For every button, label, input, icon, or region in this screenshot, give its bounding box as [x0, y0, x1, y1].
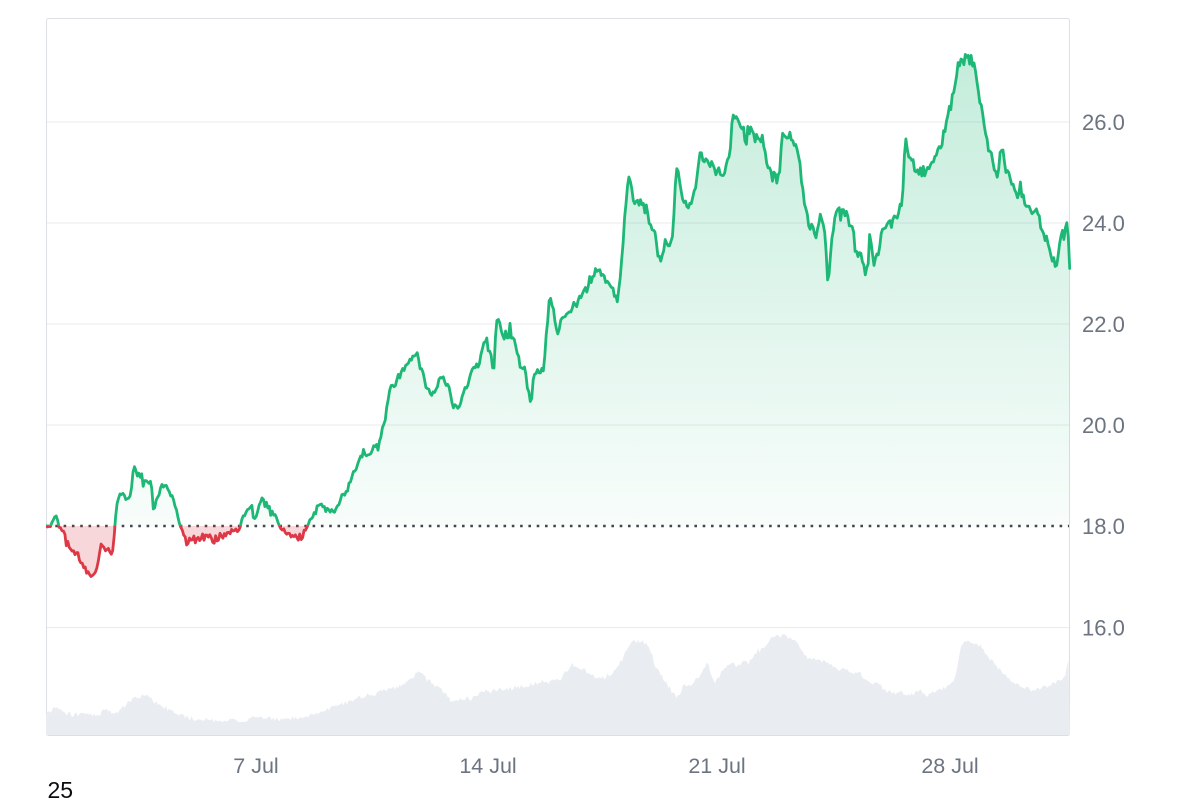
svg-text:7 Jul: 7 Jul	[233, 754, 278, 778]
svg-text:24.0: 24.0	[1082, 211, 1125, 236]
svg-text:16.0: 16.0	[1082, 616, 1125, 641]
svg-text:14 Jul: 14 Jul	[459, 754, 516, 778]
svg-text:26.0: 26.0	[1082, 110, 1125, 135]
svg-text:25: 25	[48, 777, 74, 800]
svg-text:28 Jul: 28 Jul	[921, 754, 978, 778]
svg-text:18.0: 18.0	[1082, 514, 1125, 539]
svg-text:20.0: 20.0	[1082, 413, 1125, 438]
svg-text:22.0: 22.0	[1082, 312, 1125, 337]
svg-text:21 Jul: 21 Jul	[688, 754, 745, 778]
